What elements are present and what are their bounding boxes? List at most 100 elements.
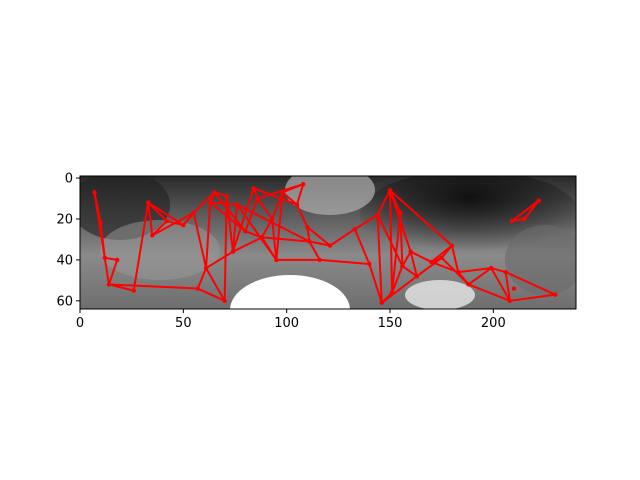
graph-node (400, 263, 405, 269)
graph-edge (508, 293, 557, 302)
x-tick-label: 100 (274, 316, 299, 331)
graph-node (379, 300, 384, 306)
graph-edge (306, 226, 311, 243)
graph-edge (409, 250, 433, 263)
graph-edge (306, 226, 332, 247)
y-tick-label: 0 (65, 172, 73, 187)
image-background (80, 176, 576, 309)
graph-edge (225, 195, 234, 253)
graph-edge (308, 240, 332, 247)
graph-node (387, 188, 393, 193)
graph-edge (430, 260, 460, 274)
graph-node (456, 269, 461, 275)
graph-edge (380, 291, 394, 304)
graph-node (255, 196, 260, 201)
graph-node (522, 216, 527, 222)
graph-edge (457, 267, 493, 274)
graph-edge (415, 256, 443, 278)
graph-edge (205, 250, 234, 270)
graph-node (270, 216, 275, 222)
graph-edge (318, 258, 371, 265)
graph-node (212, 190, 217, 195)
graph-edge (389, 189, 453, 247)
graph-edge (205, 267, 226, 302)
graph-node (274, 257, 279, 263)
graph-node (489, 265, 494, 271)
graph-node (224, 194, 229, 199)
graph-node (307, 239, 312, 244)
graph-node (115, 257, 120, 263)
x-tick-label: 0 (76, 316, 84, 331)
graph-node (259, 235, 265, 240)
graph-edge (260, 236, 311, 243)
graph-edge (196, 267, 208, 290)
graph-node (352, 227, 358, 232)
graph-edge (401, 265, 418, 278)
graph-node (449, 243, 455, 248)
graph-edge (368, 262, 383, 304)
graph-edge (151, 211, 195, 237)
graph-node (102, 255, 108, 261)
graph-node (98, 220, 103, 226)
graph-node (234, 202, 240, 207)
graph-node (408, 249, 413, 254)
graph-edge (147, 201, 185, 227)
graph-node (509, 218, 515, 224)
graph-edge (236, 203, 278, 261)
graph-edge (389, 189, 412, 253)
graph-edge (376, 189, 391, 216)
x-axis: 0 50 100 150 200 (76, 309, 506, 331)
graph-node (106, 282, 112, 287)
graph-node (230, 249, 236, 254)
graph-edge (430, 244, 453, 263)
graph-edge (308, 240, 321, 261)
graph-node (536, 198, 541, 203)
graph-edge (205, 201, 212, 270)
graph-node (294, 202, 300, 207)
graph-node (92, 190, 97, 195)
x-tick-label: 200 (481, 316, 506, 331)
graph-edge (281, 191, 298, 206)
graph-edge (147, 201, 154, 237)
graph-node (203, 265, 209, 271)
graph-node (414, 274, 420, 279)
graph-edge (107, 283, 199, 290)
axes-frame (79, 175, 577, 310)
graph-edge (236, 203, 311, 243)
graph-edge (353, 213, 379, 231)
graph-edge (244, 197, 259, 233)
graph-node (327, 243, 333, 248)
graph-edge (213, 191, 247, 233)
graph-edge (353, 228, 371, 265)
graph-node (398, 210, 403, 216)
graph-edge (223, 195, 228, 302)
graph-node (429, 259, 434, 265)
graph-edge (490, 267, 511, 302)
graph-node (181, 222, 186, 228)
graph-node (305, 224, 310, 230)
graph-edge (296, 203, 309, 229)
graph-node (389, 290, 395, 295)
graph-edge (103, 256, 110, 286)
y-axis: 0 20 40 60 (56, 172, 80, 309)
graph-edge (467, 283, 511, 302)
graph-node (553, 292, 558, 297)
graph-node (222, 298, 227, 304)
graph-node (503, 269, 508, 275)
graph-edge (296, 183, 305, 206)
graph-edge (271, 191, 284, 220)
graph-edge (231, 236, 263, 253)
graph-edge (196, 287, 226, 302)
graph-edge (467, 267, 493, 286)
graph-edge (510, 199, 540, 223)
graph-overlay (92, 181, 558, 306)
graph-node (301, 181, 306, 187)
graph-edge (231, 203, 239, 253)
graph-node (150, 233, 155, 238)
graph-node (317, 257, 322, 263)
graph-node (146, 200, 151, 205)
y-tick-label: 60 (56, 294, 73, 309)
graph-edge (376, 213, 404, 268)
graph-edge (401, 250, 412, 268)
